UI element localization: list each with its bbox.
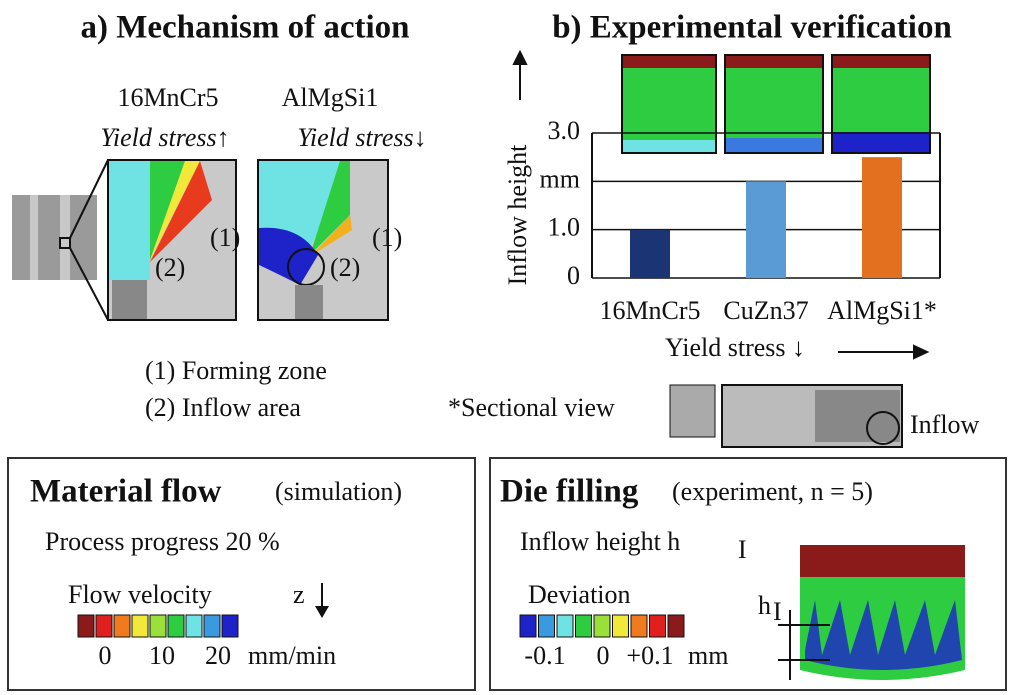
scale-title: Flow velocity: [68, 580, 212, 609]
box-subtitle: (simulation): [275, 477, 402, 506]
zone-marker: (2): [330, 253, 360, 282]
box-title: Die filling: [500, 474, 639, 510]
simulation-image: [258, 160, 388, 320]
panel-title: b) Experimental verification: [552, 10, 952, 46]
measure: Inflow height h: [520, 527, 680, 556]
material-note: Yield stress↑: [100, 123, 229, 152]
swatch: [539, 615, 555, 637]
swatch: [222, 615, 238, 637]
progress: Process progress 20 %: [45, 527, 280, 556]
box-subtitle: (experiment, n = 5): [672, 477, 873, 506]
swatch: [114, 615, 130, 637]
scale-unit: mm/min: [248, 641, 336, 670]
scale-tick: 0: [99, 641, 112, 670]
swatch: [96, 615, 112, 637]
scale-title: Deviation: [528, 580, 631, 609]
x-axis-label: Yield stress ↓: [665, 333, 805, 362]
zone-marker: (1): [210, 223, 240, 252]
section-label: *Sectional view: [448, 393, 615, 422]
measure-sub: I: [738, 535, 747, 564]
zone-marker: (2): [155, 253, 185, 282]
section-image: [670, 385, 902, 447]
part-image: [778, 545, 965, 680]
bar: [862, 157, 902, 278]
swatch: [132, 615, 148, 637]
scale-tick: 10: [149, 641, 175, 670]
scale-tick: 20: [205, 641, 231, 670]
y-axis-label: Inflow height: [503, 144, 532, 286]
swatch: [613, 615, 629, 637]
swatch: [186, 615, 202, 637]
swatch: [668, 615, 684, 637]
arrow: [315, 606, 329, 618]
swatch: [594, 615, 610, 637]
y-tick-label: mm: [540, 164, 580, 193]
dimension-sub: I: [773, 597, 782, 626]
x-tick-label: 16MnCr5: [599, 296, 700, 325]
swatch: [150, 615, 166, 637]
swatch: [650, 615, 666, 637]
swatch: [204, 615, 220, 637]
x-tick-label: CuZn37: [723, 296, 808, 325]
scale-tick: 0: [597, 641, 610, 670]
box-title: Material flow: [30, 474, 222, 510]
swatch: [576, 615, 592, 637]
figure: a) Mechanism of action b) Experimental v…: [0, 0, 1014, 695]
color-scale: [78, 615, 238, 637]
gear-image: [12, 160, 108, 320]
swatch: [168, 615, 184, 637]
swatch: [557, 615, 573, 637]
scale-tick: +0.1: [626, 641, 673, 670]
legend-text: (2) Inflow area: [145, 393, 301, 422]
direction: z: [293, 580, 305, 609]
material-label: AlMgSi1: [282, 83, 379, 112]
swatch: [631, 615, 647, 637]
y-tick-label: 1.0: [548, 213, 581, 242]
swatch: [78, 615, 94, 637]
panel-title: a) Mechanism of action: [80, 10, 409, 46]
zone-marker: (1): [372, 223, 402, 252]
x-tick-label: AlMgSi1*: [827, 296, 937, 325]
y-tick-label: 3.0: [548, 116, 581, 145]
swatch: [520, 615, 536, 637]
inflow-label: Inflow: [910, 410, 980, 439]
dimension: h: [758, 591, 771, 620]
y-tick-label: 0: [567, 261, 580, 290]
bar: [630, 230, 670, 278]
bar: [746, 181, 786, 278]
color-scale: [520, 615, 684, 637]
material-note: Yield stress↓: [297, 123, 426, 152]
scale-tick: -0.1: [524, 641, 565, 670]
scale-unit: mm: [688, 641, 728, 670]
thumbnails: [622, 55, 930, 153]
material-label: 16MnCr5: [117, 83, 218, 112]
legend-text: (1) Forming zone: [145, 356, 327, 385]
